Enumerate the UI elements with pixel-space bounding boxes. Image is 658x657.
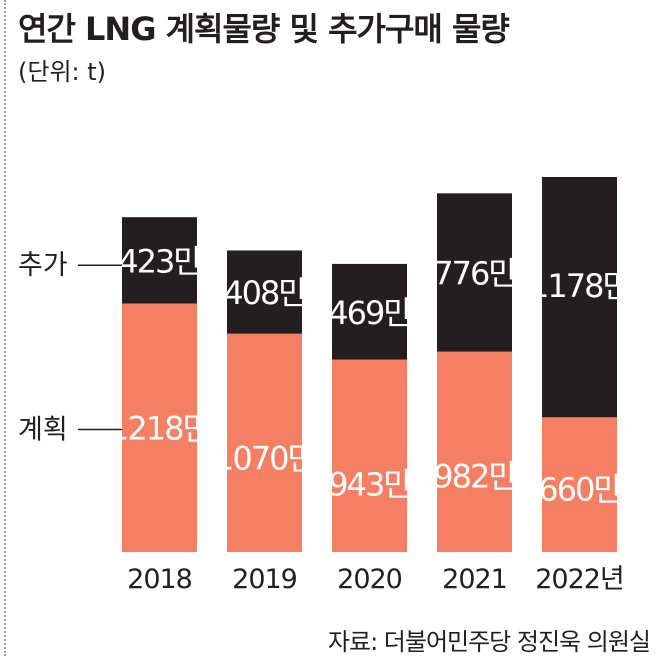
bar-extra-2020	[332, 263, 407, 360]
label-planned-2019: 1070만	[214, 440, 316, 478]
dotted-margin-rule	[4, 0, 6, 656]
label-planned-2022년: 660만	[538, 470, 622, 508]
legend-planned-label: 계획	[18, 414, 68, 445]
bar-planned-2018	[122, 303, 197, 552]
label-extra-2019: 408만	[223, 274, 307, 312]
label-extra-2018: 423만	[118, 242, 202, 280]
unit-label: (단위: t)	[18, 58, 107, 86]
chart-title: 연간 LNG 계획물량 및 추가구매 물량	[18, 10, 510, 48]
x-tick-2020: 2020	[337, 564, 402, 595]
label-planned-2021: 982만	[433, 458, 517, 496]
x-tick-2022년: 2022년	[535, 564, 624, 595]
bar-planned-2021	[437, 351, 512, 552]
bar-extra-2019	[227, 250, 302, 334]
label-extra-2022년: 1178만	[529, 267, 631, 305]
bar-planned-2019	[227, 333, 302, 552]
label-extra-2021: 776만	[433, 254, 517, 292]
label-planned-2018: 1218만	[109, 409, 211, 447]
bar-extra-2022년	[542, 177, 617, 418]
bar-extra-2021	[437, 193, 512, 352]
bar-extra-2018	[122, 217, 197, 304]
legend-extra-label: 추가	[18, 250, 68, 281]
label-planned-2020: 943만	[328, 466, 412, 504]
x-tick-2019: 2019	[232, 564, 297, 595]
bar-planned-2022년	[542, 417, 617, 552]
bar-planned-2020	[332, 359, 407, 552]
source-note: 자료: 더불어민주당 정진욱 의원실	[327, 628, 651, 656]
x-tick-2018: 2018	[127, 564, 192, 595]
x-tick-2021: 2021	[442, 564, 507, 595]
label-extra-2020: 469만	[328, 294, 412, 332]
